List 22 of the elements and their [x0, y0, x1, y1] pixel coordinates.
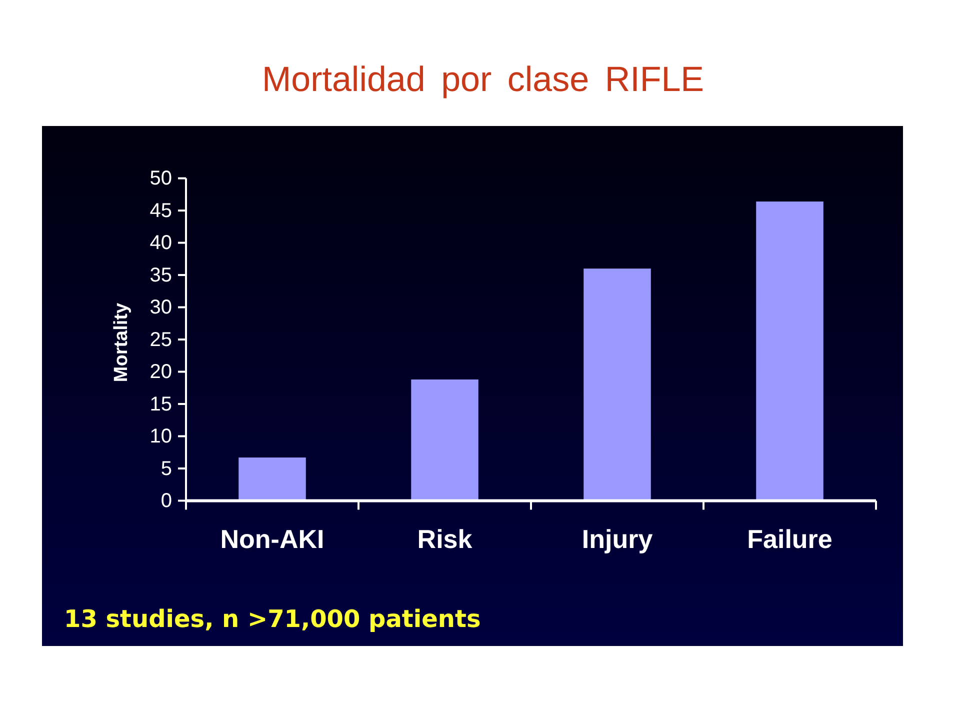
y-tick-label: 5	[160, 458, 172, 480]
x-tick-label: Non-AKI	[220, 524, 324, 554]
bar	[756, 202, 824, 501]
y-tick-label: 50	[150, 168, 172, 190]
bar	[411, 379, 478, 501]
y-tick-label: 20	[150, 361, 172, 384]
y-axis-title: Mortality	[111, 302, 132, 382]
y-tick-label: 10	[150, 426, 172, 448]
chart-title: Mortalidad por clase RIFLE	[262, 60, 704, 99]
y-tick-label: 25	[150, 328, 172, 351]
y-tick-label: 15	[150, 393, 172, 416]
x-tick-label: Injury	[582, 524, 654, 554]
bar	[584, 268, 651, 501]
y-tick-label: 0	[160, 490, 172, 512]
y-tick-label: 45	[150, 200, 172, 222]
y-tick-label: 40	[150, 232, 172, 254]
y-tick-label: 35	[150, 264, 172, 286]
bar	[238, 458, 306, 501]
x-tick-label: Risk	[417, 524, 473, 554]
text: 13 studies, n >71,000 patients	[64, 605, 481, 633]
y-tick-label: 30	[150, 296, 172, 319]
x-tick-label: Failure	[747, 524, 832, 554]
